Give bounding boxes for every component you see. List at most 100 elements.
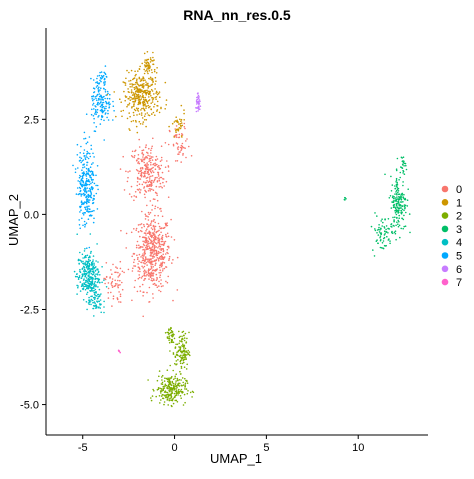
data-point xyxy=(150,255,152,257)
data-point xyxy=(112,100,114,103)
data-point xyxy=(173,121,176,123)
data-point xyxy=(159,274,162,277)
data-point xyxy=(156,163,158,166)
data-point xyxy=(178,342,180,345)
data-point xyxy=(165,99,168,101)
data-point xyxy=(96,99,98,102)
data-point xyxy=(143,91,145,94)
data-point xyxy=(115,115,117,118)
data-point xyxy=(179,340,181,342)
data-point xyxy=(83,131,86,134)
data-point xyxy=(400,227,403,230)
data-point xyxy=(150,152,152,154)
data-point xyxy=(181,142,184,145)
data-point xyxy=(399,176,402,179)
data-point xyxy=(103,84,106,86)
data-point xyxy=(95,292,97,294)
data-point xyxy=(163,242,166,245)
data-point xyxy=(402,172,404,174)
data-point xyxy=(130,196,133,198)
data-point xyxy=(183,366,186,369)
data-point xyxy=(150,397,152,399)
data-point xyxy=(138,77,141,80)
data-point xyxy=(153,103,156,106)
data-point xyxy=(162,227,164,229)
data-point xyxy=(144,218,147,220)
data-point xyxy=(98,288,101,291)
data-point xyxy=(167,385,169,388)
data-point xyxy=(142,154,145,156)
data-point xyxy=(147,272,150,275)
data-point xyxy=(150,171,153,174)
data-point xyxy=(146,185,149,188)
data-point xyxy=(158,252,160,254)
data-point xyxy=(160,227,162,230)
data-point xyxy=(177,359,179,361)
data-point xyxy=(158,166,160,169)
data-point xyxy=(127,176,129,179)
data-point xyxy=(179,151,181,153)
data-point xyxy=(86,187,88,189)
data-point xyxy=(147,275,150,277)
data-point xyxy=(151,84,153,86)
data-point xyxy=(157,173,160,175)
data-point xyxy=(85,142,88,145)
data-point xyxy=(175,385,177,388)
data-point xyxy=(133,95,136,97)
data-point xyxy=(85,283,87,286)
data-point xyxy=(395,209,398,211)
data-point xyxy=(137,169,139,172)
data-point xyxy=(154,242,157,244)
data-point xyxy=(96,268,99,270)
data-point xyxy=(174,377,176,380)
data-point xyxy=(88,183,91,186)
data-point xyxy=(141,62,143,65)
data-point xyxy=(398,220,400,223)
data-point xyxy=(130,185,133,188)
data-point xyxy=(85,273,88,276)
data-point xyxy=(81,193,83,196)
data-point xyxy=(145,165,148,167)
data-point xyxy=(92,255,95,257)
data-point xyxy=(168,247,170,249)
data-point xyxy=(141,90,143,93)
data-point xyxy=(85,281,87,283)
data-point xyxy=(147,164,149,166)
data-point xyxy=(156,278,158,280)
data-point xyxy=(180,149,182,152)
data-point xyxy=(157,175,160,177)
data-point xyxy=(105,275,108,278)
data-point xyxy=(104,65,107,67)
data-point xyxy=(151,235,153,237)
data-point xyxy=(390,207,393,209)
data-point xyxy=(106,97,109,100)
data-point xyxy=(142,85,145,88)
data-point xyxy=(88,179,90,182)
data-point xyxy=(97,286,99,288)
data-point xyxy=(144,256,147,258)
data-point xyxy=(152,273,154,275)
data-point xyxy=(116,298,119,301)
data-point xyxy=(129,79,132,82)
data-point xyxy=(76,293,78,295)
data-point xyxy=(96,281,99,283)
data-point xyxy=(86,285,88,288)
data-point xyxy=(380,220,383,222)
data-point xyxy=(132,253,135,255)
data-point xyxy=(147,114,150,116)
data-point xyxy=(185,388,188,390)
data-point xyxy=(90,192,92,194)
data-point xyxy=(196,96,198,99)
data-point xyxy=(400,212,403,215)
data-point xyxy=(391,226,393,228)
data-point xyxy=(161,234,164,237)
y-tick-label: 2.5 xyxy=(24,114,39,126)
data-point xyxy=(394,206,396,209)
data-point xyxy=(397,193,400,196)
data-point xyxy=(188,353,190,356)
data-point xyxy=(144,61,146,63)
legend-label-5: 5 xyxy=(456,251,462,263)
data-point xyxy=(145,270,147,273)
data-point xyxy=(160,285,163,288)
data-point xyxy=(156,286,159,289)
